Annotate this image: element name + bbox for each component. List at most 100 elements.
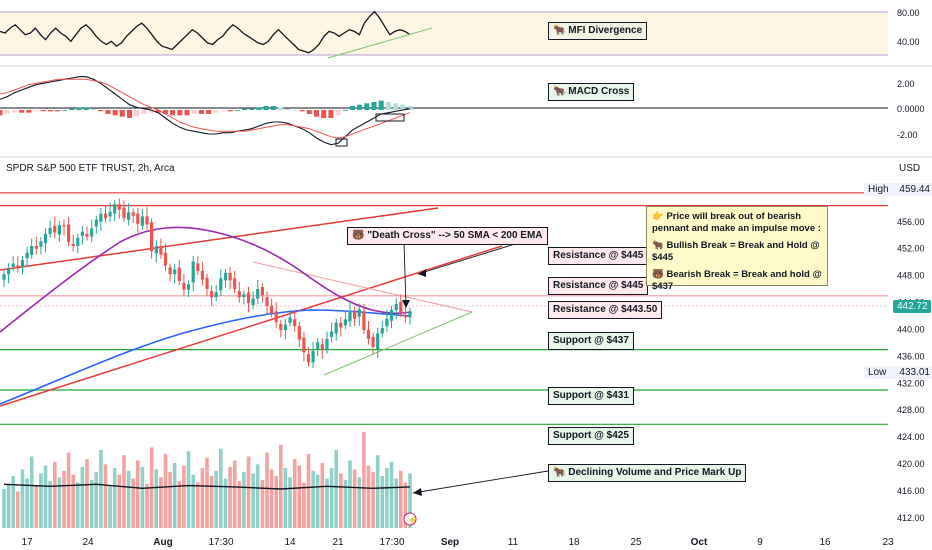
macd-hist-bar <box>227 110 233 112</box>
volume-bar <box>232 460 237 528</box>
candle-body <box>140 216 144 226</box>
death-cross-label: 🐻 "Death Cross" --> 50 SMA < 200 EMA <box>347 227 548 245</box>
volume-bar <box>348 460 352 528</box>
macd-hist-bar <box>306 110 312 114</box>
macd-tick-2: 2.00 <box>897 79 915 89</box>
horizontal-levels <box>0 192 888 425</box>
volume-bar <box>343 479 348 528</box>
macd-hist-bar <box>350 106 355 110</box>
mfi-divergence-line <box>327 27 433 59</box>
callout-line-3: 🐻 Bearish Break = Break and hold @ $437 <box>652 269 822 292</box>
volume-bar <box>71 474 75 528</box>
volume-bar <box>2 489 6 528</box>
volume-bar <box>89 479 94 528</box>
candle-body <box>108 211 112 217</box>
candle-body <box>122 207 126 218</box>
volume-bar <box>48 481 52 528</box>
candle-body <box>311 351 315 363</box>
volume-bar <box>145 483 149 528</box>
volume-bar <box>288 477 292 528</box>
volume-bar <box>80 466 85 528</box>
volume-bar <box>260 479 265 528</box>
volume-bar <box>103 464 108 528</box>
macd-hist-bar <box>40 110 46 112</box>
candle-body <box>127 212 131 220</box>
macd-hist-bar <box>184 110 190 116</box>
candle-body <box>113 204 117 214</box>
macd-hist-bar <box>177 110 183 116</box>
volume-bar <box>246 456 251 528</box>
macd-hist-bar <box>249 108 255 110</box>
arrow-volume-head <box>413 488 422 496</box>
mfi-tick-80: 80.00 <box>897 8 920 18</box>
candle-body <box>90 228 94 237</box>
macd-hist-bar <box>4 110 10 114</box>
volume-bar <box>205 457 209 528</box>
macd-hist-bar <box>342 110 348 111</box>
candle-body <box>145 216 149 225</box>
volume-bar <box>62 470 66 528</box>
event-marker[interactable] <box>403 512 417 526</box>
volume-bar <box>329 468 334 528</box>
macd-hist-bar <box>198 110 204 114</box>
candle-body <box>177 267 181 281</box>
candle-body <box>246 292 251 304</box>
candle-body <box>196 263 200 271</box>
candle-body <box>353 310 357 319</box>
candle-body <box>320 344 324 350</box>
candle-body <box>62 225 66 227</box>
macd-cross-box-1 <box>335 138 348 147</box>
macd-hist-bar <box>292 110 298 111</box>
volume-bar <box>168 472 172 528</box>
lightning-icon: ⚡ <box>407 514 418 526</box>
macd-hist-bar <box>335 110 341 116</box>
volume-bar <box>196 482 200 528</box>
price-tick-label: 420.00 <box>897 459 925 469</box>
price-tick-label: 416.00 <box>897 486 925 496</box>
candle-body <box>186 284 191 290</box>
time-tick-label: 11 <box>508 537 519 548</box>
price-tick-label: 428.00 <box>897 405 925 415</box>
volume-bar <box>191 474 195 528</box>
candle-body <box>159 246 163 255</box>
volume-bar <box>265 452 269 528</box>
candle-body <box>43 233 48 244</box>
macd-hist-bar <box>119 110 125 117</box>
time-tick-label: 17 <box>21 537 33 548</box>
low-tag: Low 433.01 <box>864 366 932 379</box>
volume-bar <box>385 468 389 528</box>
volume-bar <box>366 465 371 528</box>
candle-body <box>20 260 25 267</box>
arrow-callout-head <box>402 300 410 308</box>
volume-bar <box>311 470 315 528</box>
volume-bar <box>126 470 131 528</box>
candle-body <box>343 319 347 326</box>
volume-bar <box>362 431 366 528</box>
macd-hist-bar <box>220 110 226 112</box>
callout-line-1: 👉 Price will break out of bearish pennan… <box>652 211 821 234</box>
candle-body <box>131 212 135 216</box>
pennant-upper <box>252 261 473 313</box>
volume-bar <box>25 478 29 528</box>
price-tick-label: 448.00 <box>897 271 925 281</box>
resistance-label-3: Resistance @ $443.50 <box>548 301 663 319</box>
volume-bar <box>6 483 11 528</box>
volume-bars <box>2 431 412 528</box>
macd-hist-bar <box>393 103 399 110</box>
candle-body <box>205 277 209 289</box>
candle-body <box>366 330 371 339</box>
mfi-band <box>0 12 888 55</box>
candle-body <box>297 326 301 340</box>
macd-hist-bar <box>213 110 219 113</box>
volume-bar <box>394 478 398 528</box>
macd-hist-bar <box>148 110 154 113</box>
time-tick-label: Sep <box>441 537 459 548</box>
arrow-death-cross <box>417 239 529 275</box>
macd-hist-bar <box>263 106 269 110</box>
macd-hist-bar <box>256 107 262 110</box>
volume-bar <box>177 481 182 528</box>
mfi-divergence-label: 🐂 MFI Divergence <box>548 22 648 40</box>
volume-bar <box>269 469 274 528</box>
macd-hist-bar <box>357 104 363 110</box>
